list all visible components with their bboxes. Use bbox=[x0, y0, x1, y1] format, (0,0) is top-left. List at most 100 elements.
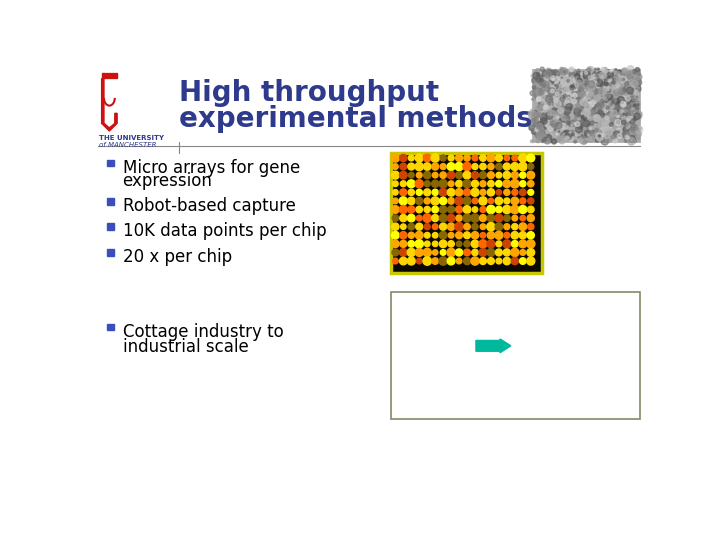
Circle shape bbox=[530, 125, 534, 129]
Circle shape bbox=[590, 92, 594, 96]
Circle shape bbox=[415, 163, 423, 171]
Circle shape bbox=[624, 73, 626, 76]
Circle shape bbox=[495, 154, 503, 161]
Circle shape bbox=[504, 198, 510, 204]
Circle shape bbox=[565, 119, 570, 124]
Circle shape bbox=[629, 127, 633, 130]
Circle shape bbox=[572, 84, 577, 89]
Circle shape bbox=[634, 105, 640, 111]
Circle shape bbox=[633, 100, 640, 107]
Circle shape bbox=[566, 130, 572, 137]
Circle shape bbox=[561, 131, 567, 138]
Circle shape bbox=[533, 123, 539, 130]
Circle shape bbox=[566, 127, 570, 131]
Circle shape bbox=[546, 134, 552, 140]
Circle shape bbox=[432, 224, 438, 230]
Circle shape bbox=[543, 114, 546, 118]
Circle shape bbox=[571, 85, 574, 88]
Circle shape bbox=[554, 99, 558, 103]
Circle shape bbox=[616, 128, 622, 134]
Circle shape bbox=[629, 136, 636, 143]
Circle shape bbox=[539, 130, 541, 133]
Circle shape bbox=[608, 72, 613, 77]
Circle shape bbox=[569, 131, 571, 133]
Circle shape bbox=[621, 68, 628, 75]
Circle shape bbox=[616, 115, 619, 118]
Circle shape bbox=[487, 188, 495, 196]
Circle shape bbox=[557, 137, 562, 141]
Circle shape bbox=[536, 69, 540, 73]
Circle shape bbox=[424, 241, 430, 247]
Circle shape bbox=[572, 90, 577, 94]
Circle shape bbox=[456, 172, 462, 179]
Circle shape bbox=[616, 72, 621, 77]
Circle shape bbox=[400, 248, 408, 256]
Circle shape bbox=[629, 94, 634, 99]
Circle shape bbox=[472, 232, 479, 239]
Text: = 1 × 10: = 1 × 10 bbox=[524, 318, 581, 330]
Circle shape bbox=[559, 121, 562, 125]
Circle shape bbox=[595, 137, 598, 139]
Circle shape bbox=[562, 106, 569, 114]
Bar bbox=[107, 249, 114, 256]
Circle shape bbox=[620, 84, 624, 89]
Circle shape bbox=[572, 133, 575, 136]
Circle shape bbox=[423, 257, 431, 265]
Circle shape bbox=[424, 189, 431, 196]
Circle shape bbox=[632, 131, 634, 133]
Circle shape bbox=[433, 172, 438, 178]
Circle shape bbox=[463, 180, 471, 188]
Circle shape bbox=[603, 113, 607, 117]
Circle shape bbox=[480, 224, 486, 230]
Circle shape bbox=[585, 82, 588, 84]
Circle shape bbox=[463, 163, 471, 171]
Circle shape bbox=[585, 130, 591, 137]
Circle shape bbox=[590, 75, 598, 83]
Circle shape bbox=[584, 120, 590, 126]
Circle shape bbox=[557, 124, 559, 126]
Circle shape bbox=[488, 198, 494, 204]
Circle shape bbox=[582, 86, 586, 90]
Circle shape bbox=[585, 87, 588, 89]
Circle shape bbox=[392, 223, 399, 230]
Circle shape bbox=[606, 120, 609, 124]
Circle shape bbox=[520, 198, 526, 204]
Circle shape bbox=[631, 90, 636, 94]
Circle shape bbox=[601, 105, 605, 110]
Circle shape bbox=[456, 154, 462, 161]
Circle shape bbox=[564, 70, 568, 74]
Circle shape bbox=[527, 154, 535, 162]
Circle shape bbox=[432, 206, 438, 213]
Circle shape bbox=[448, 241, 454, 247]
Circle shape bbox=[608, 94, 613, 100]
Circle shape bbox=[574, 123, 576, 125]
Circle shape bbox=[572, 130, 575, 133]
Circle shape bbox=[554, 99, 559, 104]
Circle shape bbox=[533, 72, 540, 79]
Circle shape bbox=[527, 214, 534, 221]
Circle shape bbox=[611, 100, 614, 103]
Circle shape bbox=[540, 96, 543, 99]
Circle shape bbox=[636, 126, 643, 133]
Circle shape bbox=[573, 120, 581, 127]
Circle shape bbox=[560, 95, 562, 97]
Circle shape bbox=[511, 232, 518, 239]
Circle shape bbox=[603, 133, 610, 140]
Circle shape bbox=[626, 136, 629, 139]
Circle shape bbox=[614, 77, 619, 82]
Circle shape bbox=[620, 102, 626, 107]
Circle shape bbox=[600, 119, 603, 122]
Circle shape bbox=[448, 206, 454, 213]
Circle shape bbox=[449, 181, 454, 187]
Circle shape bbox=[610, 70, 612, 72]
Circle shape bbox=[589, 131, 595, 137]
Circle shape bbox=[541, 114, 547, 121]
Circle shape bbox=[577, 121, 582, 126]
Circle shape bbox=[564, 116, 570, 121]
Circle shape bbox=[598, 76, 604, 80]
Circle shape bbox=[539, 78, 544, 82]
Circle shape bbox=[541, 118, 547, 124]
Circle shape bbox=[597, 111, 602, 116]
Circle shape bbox=[570, 70, 576, 75]
Circle shape bbox=[572, 97, 577, 100]
